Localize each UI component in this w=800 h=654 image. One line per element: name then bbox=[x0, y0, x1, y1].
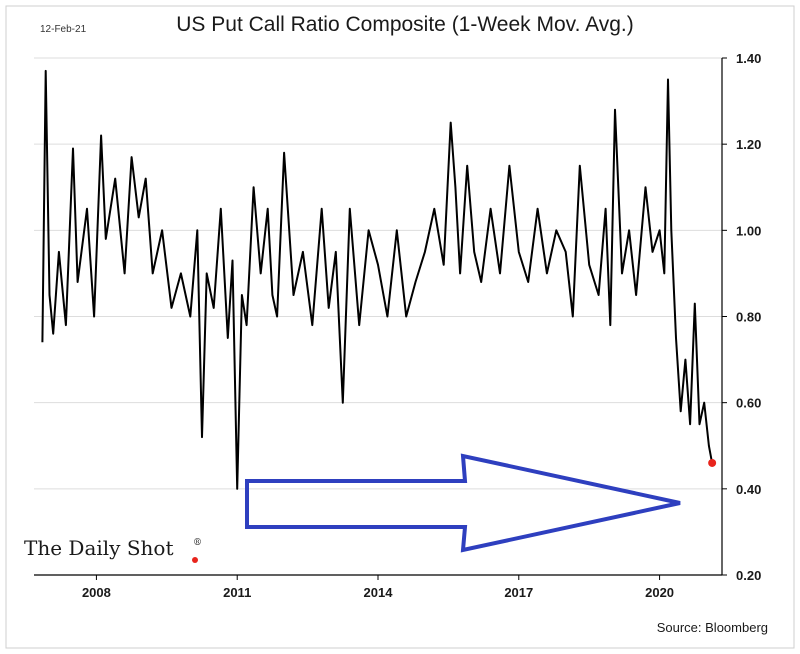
brand-dot bbox=[192, 557, 198, 563]
y-tick-label: 0.80 bbox=[736, 310, 761, 325]
x-tick-label: 2014 bbox=[364, 585, 394, 600]
y-tick-label: 0.60 bbox=[736, 396, 761, 411]
y-tick-label: 1.00 bbox=[736, 223, 761, 238]
brand-mark: ® bbox=[193, 538, 202, 548]
y-tick-label: 1.40 bbox=[736, 51, 761, 66]
series-line bbox=[41, 69, 714, 490]
x-tick-label: 2017 bbox=[504, 585, 533, 600]
last-value-marker bbox=[708, 458, 717, 467]
date-label: 12-Feb-21 bbox=[40, 24, 87, 35]
brand-text: The Daily Shot bbox=[24, 536, 173, 560]
y-tick-label: 0.20 bbox=[736, 568, 761, 583]
y-axis-ticks: 0.20 0.40 0.60 0.80 1.00 1.20 1.40 bbox=[722, 51, 761, 583]
series bbox=[41, 69, 717, 490]
y-tick-label: 1.20 bbox=[736, 137, 761, 152]
brand-logo: The Daily Shot ® bbox=[24, 536, 202, 563]
x-tick-label: 2020 bbox=[645, 585, 674, 600]
x-axis-ticks: 2008 2011 2014 2017 2020 bbox=[82, 575, 674, 600]
y-tick-label: 0.40 bbox=[736, 482, 761, 497]
x-tick-label: 2008 bbox=[82, 585, 111, 600]
source-note: Source: Bloomberg bbox=[657, 620, 768, 635]
x-tick-label: 2011 bbox=[223, 585, 251, 600]
chart-frame bbox=[5, 5, 795, 649]
chart-title: US Put Call Ratio Composite (1-Week Mov.… bbox=[176, 13, 634, 36]
callout-arrow bbox=[245, 453, 681, 553]
